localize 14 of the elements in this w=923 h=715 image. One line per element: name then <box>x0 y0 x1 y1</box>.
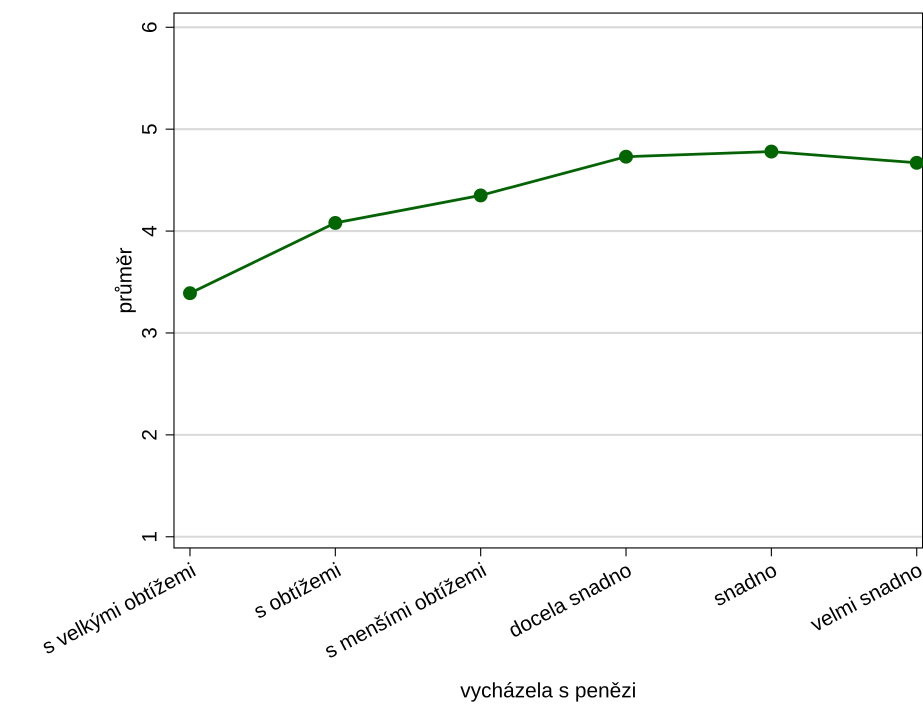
point <box>619 150 633 164</box>
point <box>474 188 488 202</box>
y-tick-label: 3 <box>142 328 157 338</box>
y-tick-label: 6 <box>142 22 157 32</box>
y-axis-title: průměr <box>114 248 136 312</box>
point <box>328 216 342 230</box>
point <box>910 156 923 170</box>
y-tick-label: 4 <box>142 226 156 236</box>
y-tick-label: 1 <box>142 532 156 541</box>
point <box>183 286 197 300</box>
point <box>764 144 778 159</box>
y-tick-label: 2 <box>142 430 156 440</box>
x-axis-title: vycházela s penězi <box>460 682 635 702</box>
y-tick-label: 5 <box>142 124 157 134</box>
